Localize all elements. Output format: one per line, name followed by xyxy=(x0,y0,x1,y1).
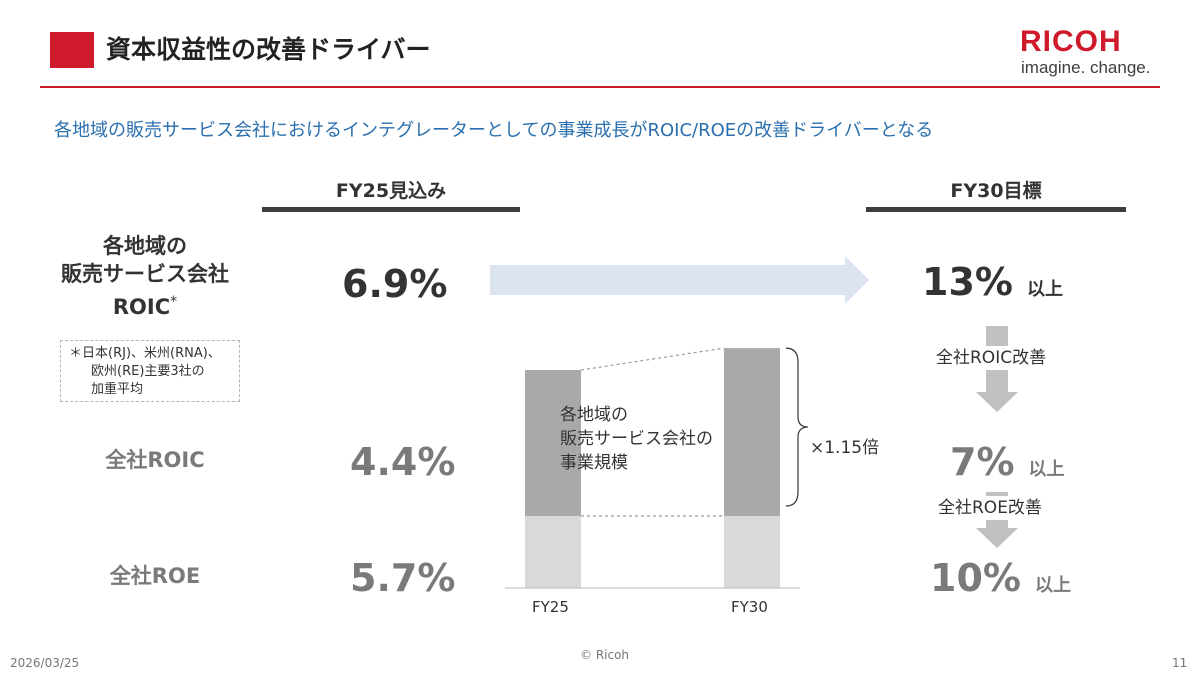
column-header-current-bar xyxy=(262,207,520,212)
column-header-target-bar xyxy=(866,207,1126,212)
logo-tagline: imagine. change. xyxy=(1021,58,1151,77)
target-total-roe-value: 10% xyxy=(930,556,1021,600)
target-unit: 以上 xyxy=(1026,279,1063,300)
bar-segment-label-line: 各地域の xyxy=(560,405,628,425)
growth-brace xyxy=(785,347,809,507)
bar-segment-label-line: 販売サービス会社の xyxy=(560,429,713,449)
down-arrow-1-head xyxy=(976,392,1018,412)
page-title: 資本収益性の改善ドライバー xyxy=(106,35,431,64)
current-total-roic-value: 4.4% xyxy=(350,440,456,484)
target-total-roic-value: 7% xyxy=(950,440,1015,484)
footnote-line: 欧州(RE)主要3社の xyxy=(91,364,205,379)
improvement-label-roic: 全社ROIC改善 xyxy=(934,346,1049,370)
column-header-target: FY30目標 xyxy=(950,180,1042,202)
bar-base-segment-fy30 xyxy=(724,516,780,588)
footer-page-number: 11 xyxy=(1172,656,1188,670)
target-unit: 以上 xyxy=(1034,575,1071,596)
footnote-box: ＊日本(RJ)、米州(RNA)、 欧州(RE)主要3社の 加重平均 xyxy=(60,340,240,402)
column-header-current: FY25見込み xyxy=(335,180,447,202)
row-label-line: ROIC* xyxy=(112,294,178,319)
footnote-mark: * xyxy=(170,294,178,310)
bar-segment-label: 各地域の 販売サービス会社の 事業規模 xyxy=(560,403,713,475)
row-label-regional-roic: 各地域の 販売サービス会社 ROIC* xyxy=(50,232,240,321)
footer-copyright: © Ricoh xyxy=(580,648,630,662)
bar-top-segment-fy30 xyxy=(724,348,780,516)
row-label-line: 販売サービス会社 xyxy=(61,262,229,286)
progress-arrow-head xyxy=(845,256,869,304)
row-label-total-roic: 全社ROIC xyxy=(105,448,205,472)
header-divider xyxy=(40,86,1160,88)
growth-label: ×1.15倍 xyxy=(810,438,880,458)
current-regional-roic-value: 6.9% xyxy=(342,262,448,306)
target-regional-roic: 13% 以上 xyxy=(922,260,1063,312)
footnote-line: 加重平均 xyxy=(91,382,144,397)
bar-base-segment-fy25 xyxy=(525,516,581,588)
target-total-roic: 7% 以上 xyxy=(950,440,1065,492)
title-accent-block xyxy=(50,32,94,68)
ricoh-logo: RICOH xyxy=(1020,25,1122,58)
row-label-line: 各地域の xyxy=(103,234,187,258)
bar-top-segment-fy25 xyxy=(525,370,581,516)
footer-date: 2026/03/25 xyxy=(10,656,80,670)
connector-line-top xyxy=(580,347,725,371)
target-total-roe: 10% 以上 xyxy=(930,556,1071,608)
target-unit: 以上 xyxy=(1028,459,1065,480)
improvement-label-roe: 全社ROE改善 xyxy=(936,496,1044,520)
progress-arrow-body xyxy=(490,265,845,295)
down-arrow-2-head xyxy=(976,528,1018,548)
axis-label-fy30: FY30 xyxy=(731,598,768,616)
axis-label-fy25: FY25 xyxy=(532,598,569,616)
footnote-line: ＊日本(RJ)、米州(RNA)、 xyxy=(69,346,221,361)
page-subtitle: 各地域の販売サービス会社におけるインテグレーターとしての事業成長がROIC/RO… xyxy=(54,120,934,141)
target-regional-roic-value: 13% xyxy=(922,260,1013,304)
current-total-roe-value: 5.7% xyxy=(350,556,456,600)
row-label-total-roe: 全社ROE xyxy=(109,564,201,588)
bar-segment-label-line: 事業規模 xyxy=(560,453,628,473)
